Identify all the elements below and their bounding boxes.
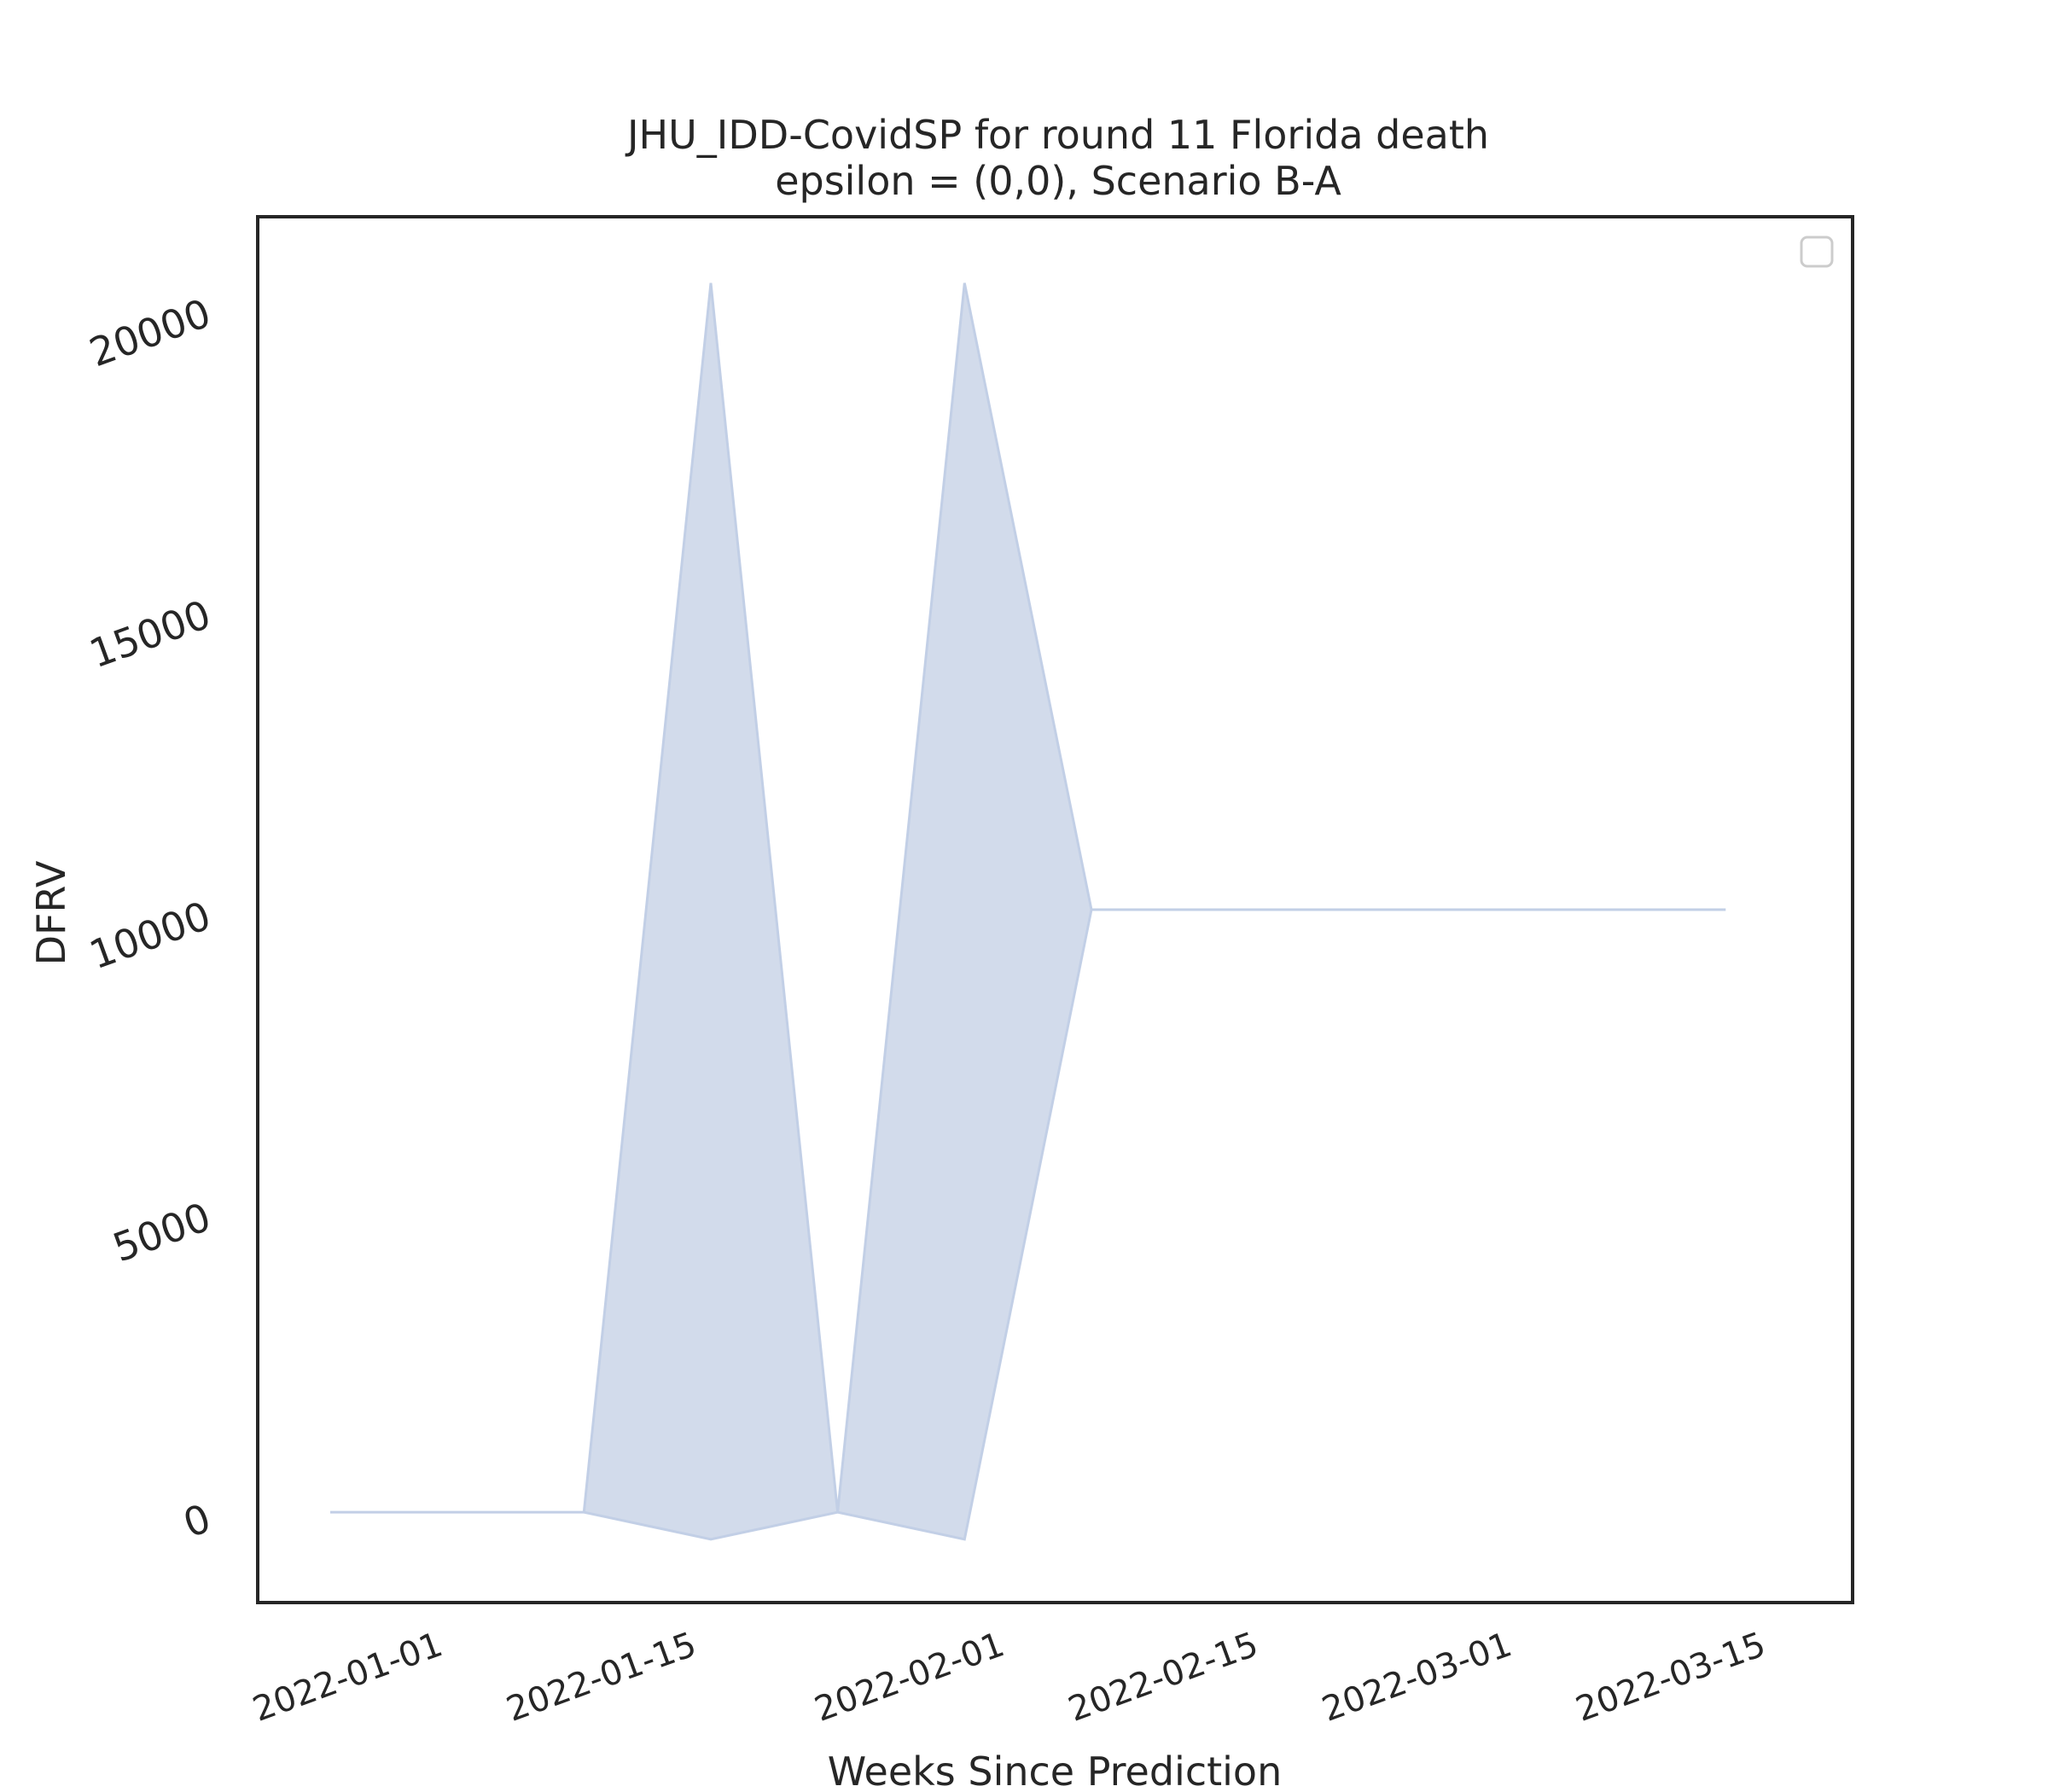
x-tick-label: 2022-03-15 — [1571, 1625, 1771, 1730]
chart-subtitle: epsilon = (0,0), Scenario B-A — [775, 158, 1341, 204]
y-tick-label: 0 — [177, 1495, 217, 1547]
legend-box — [1800, 236, 1834, 268]
plot-frame — [256, 215, 1854, 1604]
x-tick-label: 2022-01-15 — [502, 1625, 701, 1730]
x-axis-label: Weeks Since Prediction — [828, 1748, 1282, 1792]
y-tick-label: 20000 — [84, 290, 217, 376]
x-tick-label: 2022-01-01 — [247, 1625, 447, 1730]
y-tick-label: 5000 — [107, 1194, 216, 1271]
chart-title: JHU_IDD-CovidSP for round 11 Florida dea… — [625, 112, 1489, 158]
x-tick-label: 2022-03-01 — [1317, 1625, 1516, 1730]
y-axis-ticks: 0 5000 10000 15000 20000 — [84, 290, 217, 1547]
y-tick-label: 10000 — [84, 893, 217, 979]
x-tick-label: 2022-02-01 — [810, 1625, 1009, 1730]
y-axis-label: DFRV — [28, 860, 74, 965]
x-axis-ticks: 2022-01-01 2022-01-15 2022-02-01 2022-02-15… — [247, 1625, 1771, 1730]
x-tick-label: 2022-02-15 — [1063, 1625, 1263, 1730]
y-tick-label: 15000 — [84, 591, 217, 678]
plot-area — [330, 282, 1726, 1541]
uncertainty-band-0 — [330, 282, 1726, 1541]
